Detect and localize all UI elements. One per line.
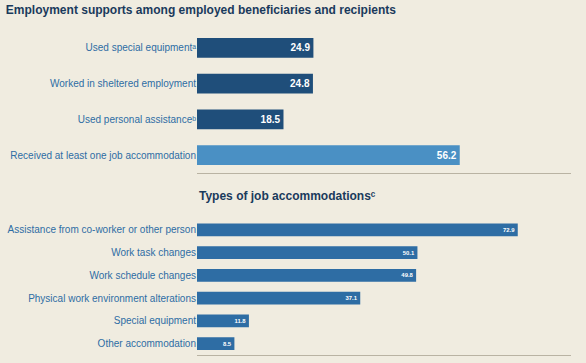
svg-text:Special equipment: Special equipment (114, 315, 196, 326)
svg-text:24.8: 24.8 (290, 78, 310, 89)
svg-text:Work schedule changes: Work schedule changes (89, 270, 196, 281)
svg-text:24.9: 24.9 (291, 42, 311, 53)
svg-text:Other accommodation: Other accommodation (98, 338, 196, 349)
svg-text:56.2: 56.2 (437, 150, 457, 161)
svg-text:Work task changes: Work task changes (111, 247, 196, 258)
svg-text:Worked in sheltered employment: Worked in sheltered employment (50, 78, 196, 89)
svg-text:Assistance from co-worker or o: Assistance from co-worker or other perso… (8, 224, 196, 235)
svg-text:49.8: 49.8 (401, 272, 413, 278)
svg-text:Employment supports among empl: Employment supports among employed benef… (6, 3, 396, 17)
svg-text:18.5: 18.5 (261, 114, 281, 125)
svg-text:8.5: 8.5 (223, 341, 232, 347)
svg-text:50.1: 50.1 (403, 250, 415, 256)
svg-text:Received at least one job acco: Received at least one job accommodation (10, 150, 196, 161)
svg-text:37.1: 37.1 (345, 295, 357, 301)
svg-text:Used special equipmentᵃ: Used special equipmentᵃ (86, 42, 197, 53)
svg-text:11.8: 11.8 (234, 318, 246, 324)
svg-text:72.9: 72.9 (503, 227, 515, 233)
svg-text:Used personal assistanceᵇ: Used personal assistanceᵇ (78, 114, 197, 125)
svg-text:Types of job accommodationsᶜ: Types of job accommodationsᶜ (199, 189, 376, 203)
svg-text:Physical work environment alte: Physical work environment alterations (28, 293, 196, 304)
